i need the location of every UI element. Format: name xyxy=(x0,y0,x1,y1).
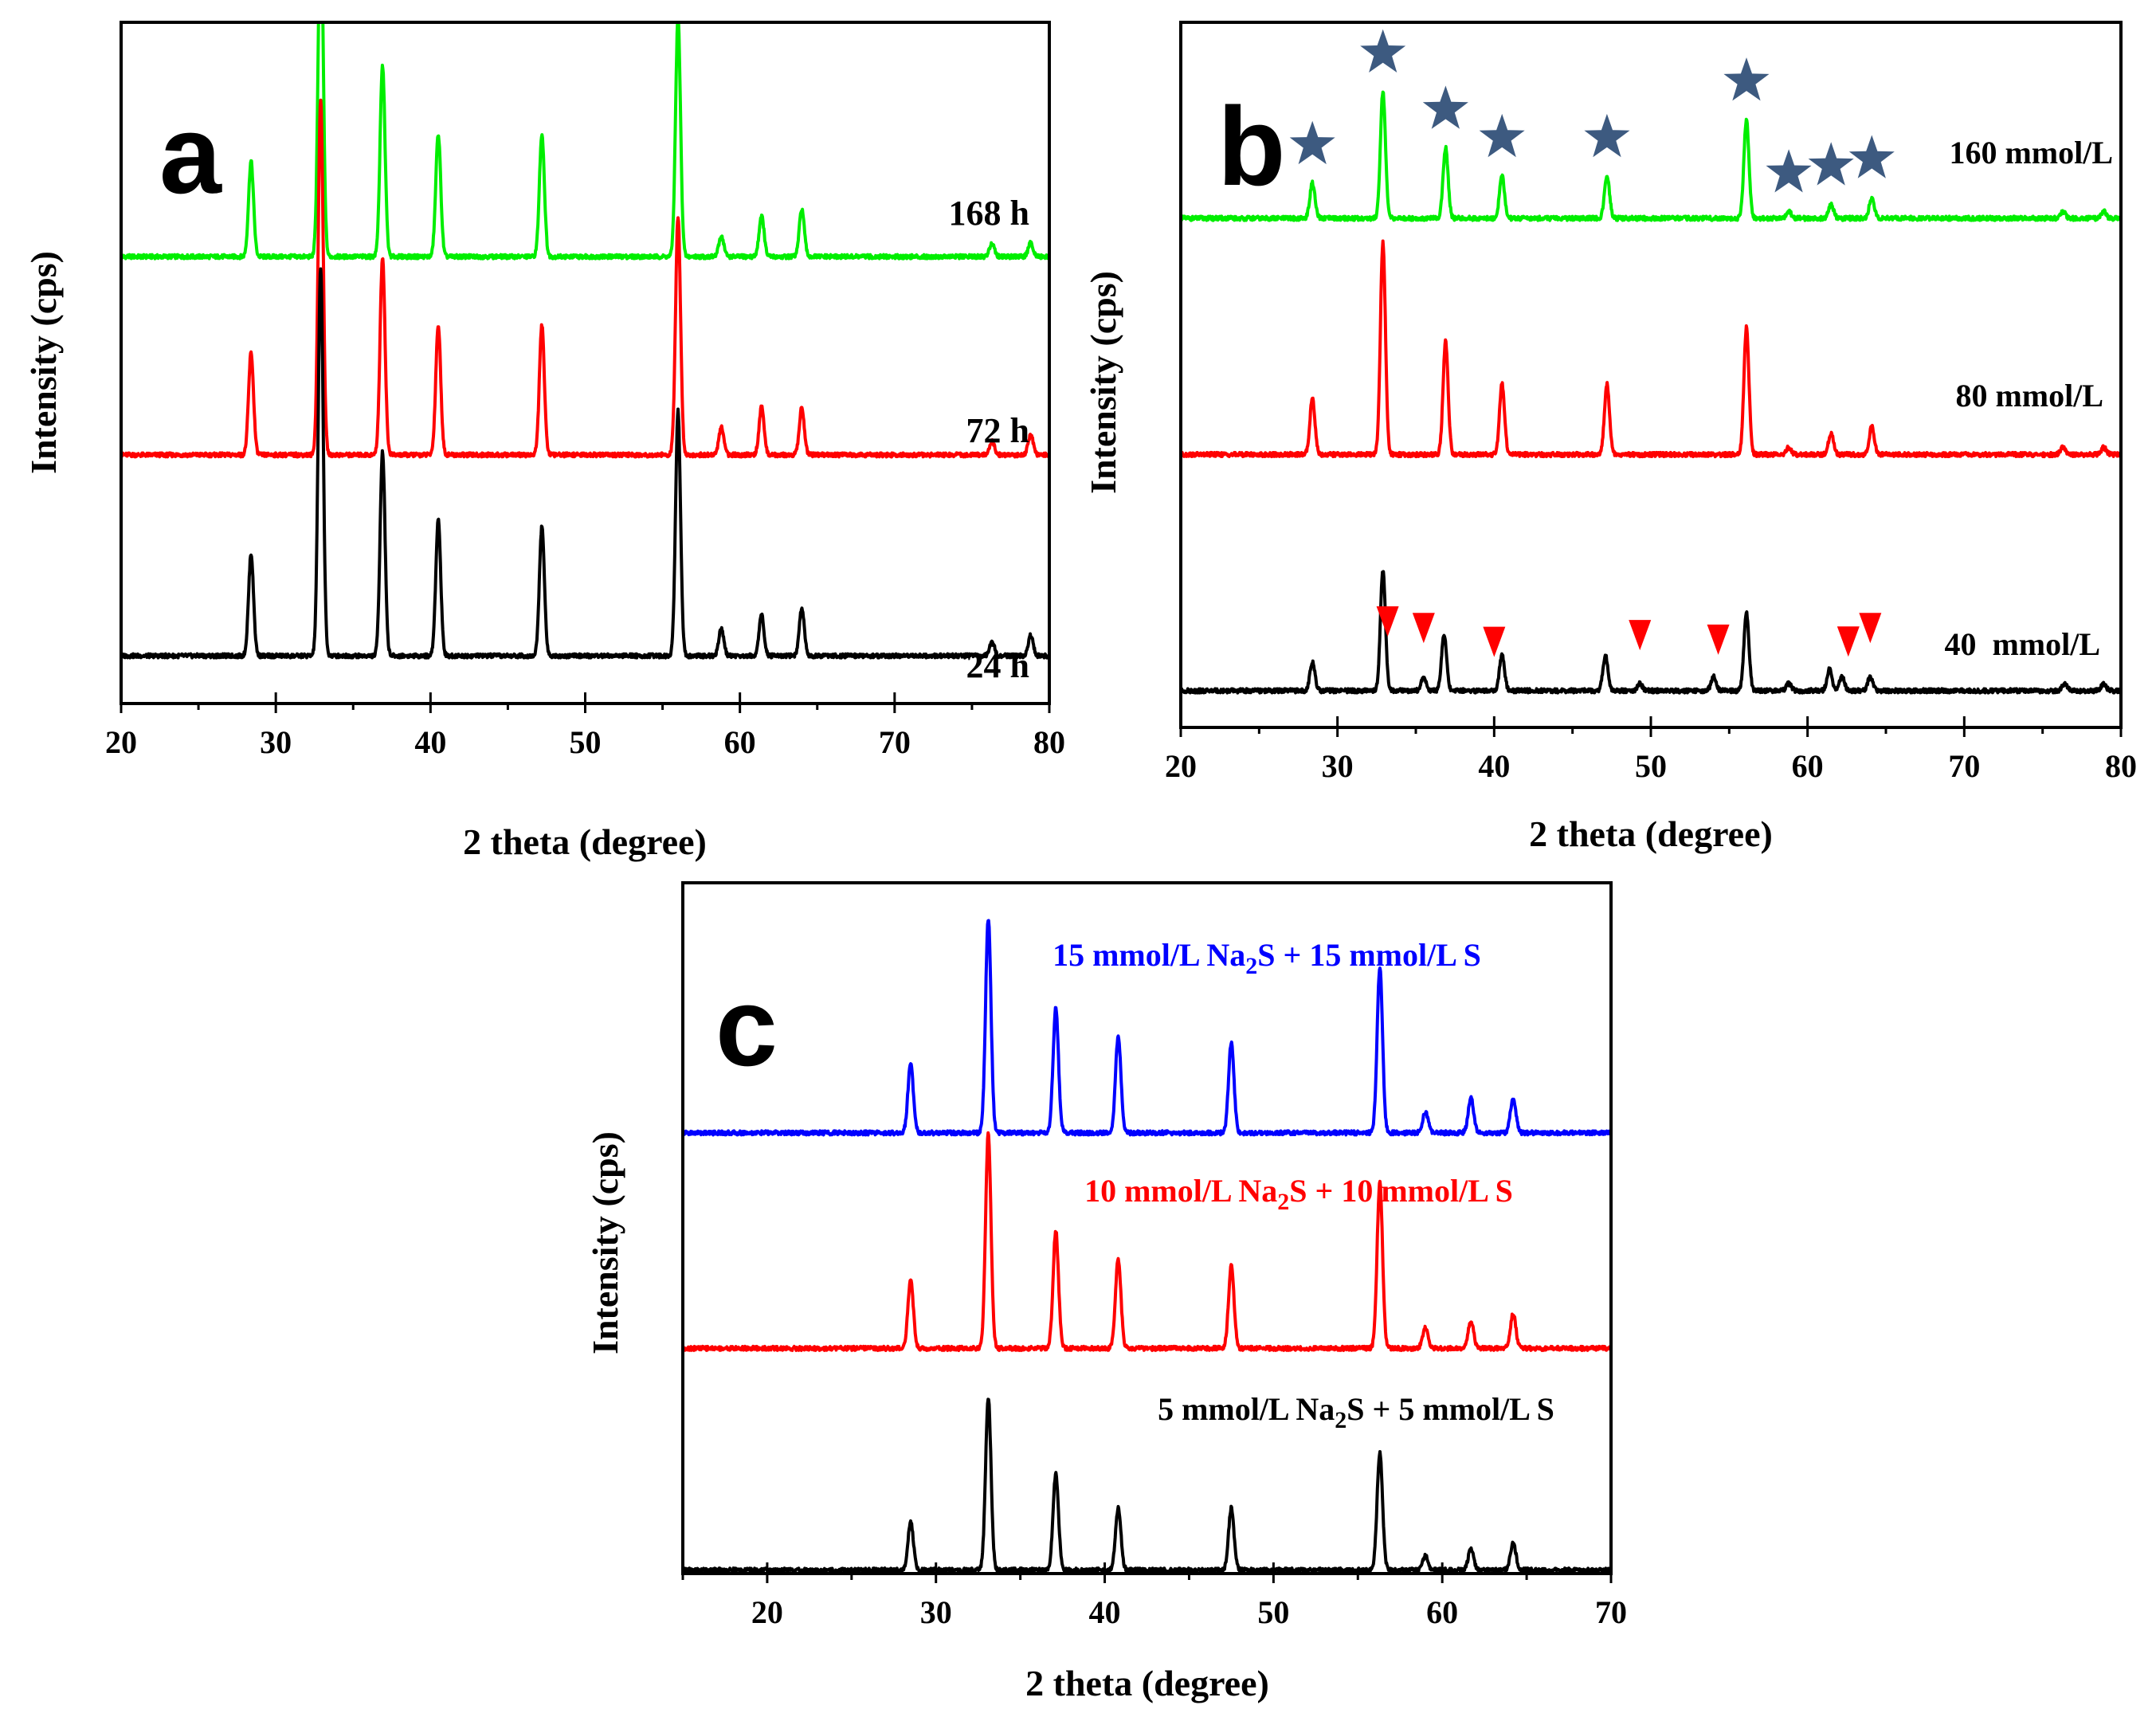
panel-b-series-label-40: 40 mmol/L xyxy=(1944,626,2100,662)
panel-c-letter: c xyxy=(715,964,778,1089)
panel-b-series-160-mmol-l xyxy=(1181,90,2121,222)
panel-a-series-layer xyxy=(121,22,1049,660)
panel-c-series-5-mmol-l-na2s-5-mmol-l-s xyxy=(683,1397,1611,1574)
panel-c-series-label-10: 10 mmol/L Na2S + 10 mmol/L S xyxy=(1084,1173,1513,1215)
phase-star-marker xyxy=(1360,29,1406,73)
panel-b-x-tick-label: 60 xyxy=(1792,748,1824,784)
panel-a-x-tick-label: 80 xyxy=(1033,724,1065,760)
panel-a-x-tick-label: 70 xyxy=(879,724,911,760)
panel-c-y-axis-title: Intensity (cps) xyxy=(585,1131,625,1354)
panel-b-series-80-mmol-l xyxy=(1181,239,2121,459)
panel-a-series-label-24h: 24 h xyxy=(966,646,1029,685)
panel-a-x-tick-label: 30 xyxy=(260,724,292,760)
panel-a-series-label-72h: 72 h xyxy=(966,411,1029,450)
phase-star-marker xyxy=(1584,113,1630,158)
panel-a-x-tick-label: 50 xyxy=(570,724,602,760)
panel-b-letter: b xyxy=(1217,84,1286,209)
panel-b-y-axis-title: Intensity (cps) xyxy=(1083,271,1123,494)
phase-star-marker xyxy=(1422,85,1468,129)
panel-c-x-tick-label: 20 xyxy=(751,1594,783,1630)
panel-c-x-tick-label: 60 xyxy=(1426,1594,1458,1630)
panel-b-series-label-160: 160 mmol/L xyxy=(1949,135,2113,171)
panel-b-x-tick-label: 20 xyxy=(1165,748,1197,784)
panel-b-x-tick-label: 70 xyxy=(1948,748,1980,784)
panel-b-series-label-80: 80 mmol/L xyxy=(1955,378,2103,414)
panel-b-series-40-mmol-l xyxy=(1181,570,2121,695)
panel-b: 20 30 40 50 60 70 80 b 160 mmol/L 80 mmol/L 40… xyxy=(1083,21,2137,854)
panel-b-x-axis-title: 2 theta (degree) xyxy=(1529,813,1773,854)
panel-a-letter: a xyxy=(159,92,222,217)
panel-b-x-axis: 20 30 40 50 60 70 80 xyxy=(1165,716,2137,784)
panel-a-series-72-h xyxy=(121,98,1049,459)
impurity-triangle-marker xyxy=(1483,626,1506,657)
panel-a-series-label-168h: 168 h xyxy=(949,194,1029,233)
panel-c-series-label-5: 5 mmol/L Na2S + 5 mmol/L S xyxy=(1158,1391,1554,1433)
impurity-triangle-marker xyxy=(1412,613,1435,644)
phase-star-marker xyxy=(1723,57,1770,101)
panel-c-plot-frame xyxy=(681,881,1613,1575)
panel-c-series-10-mmol-l-na2s-10-mmol-l-s xyxy=(683,1131,1611,1352)
panel-b-marker-layer xyxy=(1289,29,1895,657)
panel-c-x-tick-label: 70 xyxy=(1595,1594,1627,1630)
panel-c-x-tick-label: 40 xyxy=(1089,1594,1121,1630)
panel-b-x-tick-label: 80 xyxy=(2105,748,2137,784)
panel-c-series-label-15: 15 mmol/L Na2S + 15 mmol/L S xyxy=(1053,937,1481,979)
phase-star-marker xyxy=(1289,120,1335,165)
impurity-triangle-marker xyxy=(1629,620,1652,651)
panel-c-x-axis-title: 2 theta (degree) xyxy=(1025,1663,1269,1703)
panel-a-series-24-h xyxy=(121,267,1049,660)
panel-a-x-tick-label: 40 xyxy=(414,724,446,760)
phase-star-marker xyxy=(1808,142,1854,186)
impurity-triangle-marker xyxy=(1376,606,1399,637)
impurity-triangle-marker xyxy=(1837,626,1860,657)
impurity-triangle-marker xyxy=(1859,613,1882,644)
panel-b-series-layer xyxy=(1181,90,2121,695)
panel-a: 20 30 40 50 60 70 80 a 168 h 72 h 24 h 2 theta… xyxy=(23,21,1065,862)
panel-c-series-layer xyxy=(683,919,1611,1574)
panel-b-x-tick-label: 50 xyxy=(1635,748,1667,784)
phase-star-marker xyxy=(1479,113,1525,158)
phase-star-marker xyxy=(1848,135,1895,178)
panel-a-x-axis: 20 30 40 50 60 70 80 xyxy=(105,692,1065,760)
panel-c-x-tick-label: 30 xyxy=(920,1594,952,1630)
panel-a-x-axis-title: 2 theta (degree) xyxy=(463,821,707,862)
panel-a-x-tick-label: 20 xyxy=(105,724,137,760)
phase-star-marker xyxy=(1766,149,1812,193)
panel-a-series-168-h xyxy=(121,22,1049,261)
panel-c: 20 30 40 50 60 70 c 15 mmol/L Na2S + 15 mmol/… xyxy=(585,881,1627,1703)
panel-a-y-axis-title: Intensity (cps) xyxy=(23,251,64,474)
impurity-triangle-marker xyxy=(1707,624,1730,655)
panel-b-x-tick-label: 30 xyxy=(1322,748,1354,784)
panel-c-x-tick-label: 50 xyxy=(1257,1594,1289,1630)
panel-c-series-15-mmol-l-na2s-15-mmol-l-s xyxy=(683,919,1611,1137)
panel-a-x-tick-label: 60 xyxy=(724,724,756,760)
panel-c-x-axis: 20 30 40 50 60 70 xyxy=(681,1562,1627,1630)
panel-b-x-tick-label: 40 xyxy=(1478,748,1510,784)
